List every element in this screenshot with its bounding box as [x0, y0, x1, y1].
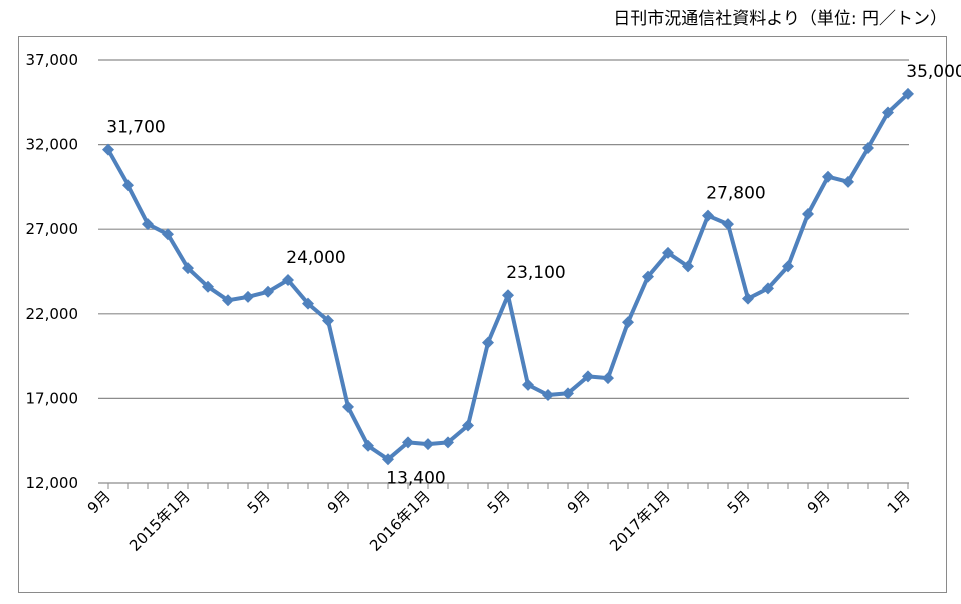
x-tick-label: 9月 [564, 487, 594, 517]
data-point [462, 419, 474, 432]
x-tick-label: 2015年1月 [126, 487, 194, 555]
data-label: 31,700 [106, 118, 165, 138]
data-point [402, 436, 414, 449]
y-tick-label: 17,000 [26, 389, 79, 407]
y-tick-label: 22,000 [26, 305, 79, 323]
data-point [482, 336, 494, 349]
x-tick-label: 5月 [724, 487, 754, 517]
data-point [382, 453, 394, 466]
data-label: 23,100 [506, 263, 565, 283]
data-point [302, 297, 314, 310]
data-point [762, 282, 774, 295]
series-markers [102, 87, 914, 466]
data-point [562, 387, 574, 400]
data-point [202, 280, 214, 293]
x-tick-label: 1月 [884, 487, 914, 517]
gridlines [98, 59, 909, 484]
data-point [242, 290, 254, 303]
x-tick-label: 9月 [84, 487, 114, 517]
data-point [442, 436, 454, 449]
data-point [642, 270, 654, 283]
data-point [542, 389, 554, 402]
data-label: 24,000 [286, 248, 345, 268]
data-point [502, 289, 514, 302]
chart-frame [18, 36, 947, 593]
data-point [782, 260, 794, 273]
data-label: 13,400 [386, 468, 445, 488]
data-point [322, 314, 334, 327]
data-point [662, 246, 674, 259]
data-point [822, 170, 834, 183]
y-tick-label: 37,000 [26, 51, 79, 69]
data-point [182, 262, 194, 275]
x-tick-label: 9月 [804, 487, 834, 517]
data-point [522, 378, 534, 391]
data-point [582, 370, 594, 383]
data-point [122, 179, 134, 192]
data-point [902, 87, 914, 100]
y-axis-ticks: 12,000 17,000 22,000 27,000 32,000 37,000 [26, 51, 79, 492]
y-tick-label: 32,000 [26, 136, 79, 154]
data-point [362, 439, 374, 452]
x-tick-label: 5月 [244, 487, 274, 517]
data-point [102, 143, 114, 156]
x-axis-ticks: 9月 2015年1月 5月 9月 2016年1月 5月 9月 2017年1月 5月 9月 1月 [84, 487, 914, 555]
data-point [682, 260, 694, 273]
y-tick-label: 12,000 [26, 474, 79, 492]
data-point [742, 292, 754, 305]
data-point [142, 218, 154, 231]
data-point [262, 285, 274, 298]
data-point [162, 228, 174, 241]
x-tick-label: 5月 [484, 487, 514, 517]
data-point [282, 273, 294, 286]
source-note: 日刊市況通信社資料より（単位: 円／トン） [613, 9, 947, 29]
data-point [702, 209, 714, 222]
x-axis [107, 483, 909, 489]
data-point [602, 372, 614, 385]
data-point [422, 438, 434, 451]
y-tick-label: 27,000 [26, 220, 79, 238]
data-point [882, 106, 894, 119]
data-point [342, 400, 354, 413]
data-labels: 31,700 24,000 13,400 23,100 27,800 35,000 [106, 62, 961, 488]
data-point [802, 207, 814, 220]
x-tick-label: 2016年1月 [366, 487, 434, 555]
data-point [222, 294, 234, 307]
x-tick-label: 2017年1月 [606, 487, 674, 555]
data-label: 35,000 [906, 62, 961, 82]
x-tick-label: 9月 [324, 487, 354, 517]
data-point [842, 175, 854, 188]
data-point [722, 218, 734, 231]
data-label: 27,800 [706, 184, 765, 204]
data-point [862, 141, 874, 154]
data-point [622, 316, 634, 329]
